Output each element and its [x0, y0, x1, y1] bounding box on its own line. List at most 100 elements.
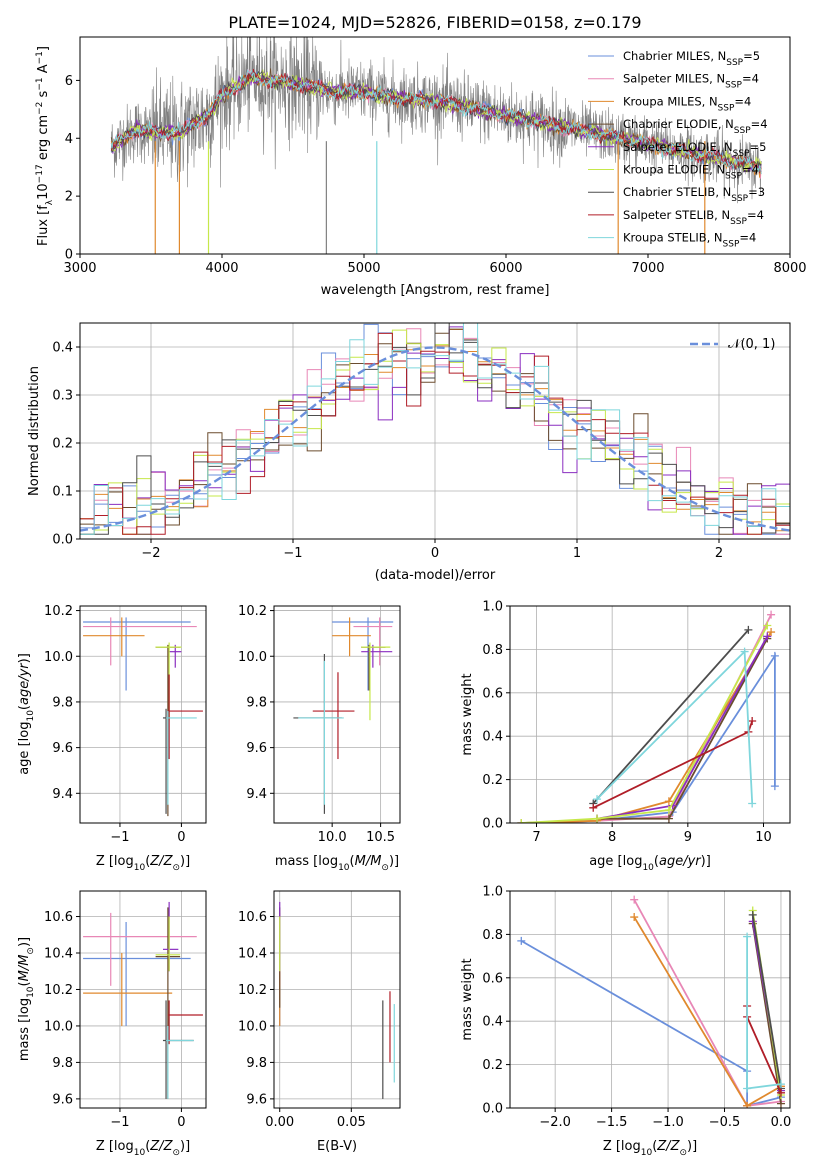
- y-tick-label: 0.8: [482, 643, 503, 658]
- mass-weight-marker: [767, 628, 776, 637]
- x-tick-label: 3000: [63, 261, 96, 276]
- panel-weight_vs_Z: −2.0 −1.5 −1.0 −0.5 0.0 0.0 0.2 0.4 0.6 0.8 1.0 Z […: [460, 885, 791, 1159]
- axes-frame: [79, 605, 207, 824]
- panel-mass_vs_Z: −1 0 9.6 9.8 10.0 10.2 10.4 10.6 Z [log10(Z/Z⊙)]…: [17, 890, 207, 1158]
- normal-curve: [80, 346, 790, 532]
- plot-area: [110, 37, 762, 254]
- y-axis-label: age [log10(age/yr)]: [17, 653, 36, 775]
- x-tick-label: 5000: [347, 261, 380, 276]
- x-axis-label: wavelength [Angstrom, rest frame]: [321, 283, 550, 298]
- x-tick-label: 8000: [773, 261, 806, 276]
- y-tick-label: 10.0: [238, 650, 267, 665]
- x-tick-label: −1.5: [596, 1115, 628, 1130]
- mass-weight-marker: [770, 782, 779, 791]
- mass-weight-marker: [589, 803, 598, 812]
- legend-label: Kroupa ELODIE, NSSP=4: [623, 163, 759, 182]
- y-tick-label: 9.6: [246, 1092, 267, 1107]
- panel-age_vs_mass: 10.0 10.5 9.4 9.6 9.8 10.0 10.2 mass [log10(M/M…: [238, 604, 401, 873]
- x-tick-label: 10: [755, 830, 772, 845]
- y-axis-label: mass [log10(M/M⊙)]: [17, 937, 36, 1061]
- mass-weight-marker: [748, 910, 757, 919]
- axes-frame: [273, 890, 401, 1109]
- y-tick-label: 9.8: [52, 695, 73, 710]
- y-tick-label: 10.2: [44, 983, 73, 998]
- panel-age_vs_Z: −1 0 9.4 9.6 9.8 10.0 10.2 Z [log10(Z/Z⊙)] age […: [17, 604, 207, 873]
- mass-weight-marker: [630, 895, 639, 904]
- x-axis-label: Z [log10(Z/Z⊙)]: [96, 854, 190, 873]
- legend-label: Chabrier MILES, NSSP=5: [623, 49, 760, 68]
- x-tick-label: 0.0: [771, 1115, 792, 1130]
- plot-area: [83, 901, 203, 1099]
- y-tick-label: 10.2: [238, 604, 267, 619]
- mass-weight-marker: [776, 1080, 785, 1089]
- x-axis-label: E(B-V): [317, 1139, 357, 1154]
- mass-weight-marker: [770, 651, 779, 660]
- y-tick-label: 0.4: [52, 341, 73, 356]
- y-tick-label: 0.4: [482, 730, 503, 745]
- axes-frame: [79, 890, 207, 1109]
- mass-weight-marker: [763, 621, 772, 630]
- y-tick-label: 10.0: [238, 1019, 267, 1034]
- mass-weight-marker: [743, 1101, 752, 1108]
- y-tick-label: 9.4: [52, 787, 73, 802]
- y-tick-label: 10.4: [238, 947, 267, 962]
- axes-frame: [79, 36, 791, 255]
- x-tick-label: 0: [177, 1115, 185, 1130]
- panel-weight_vs_age: 7 8 9 10 0.0 0.2 0.4 0.6 0.8 1.0 age [log10(age/yr…: [460, 600, 791, 873]
- x-tick-label: 2: [715, 546, 723, 561]
- mass-weight-marker: [740, 647, 749, 656]
- x-tick-label: 4000: [205, 261, 238, 276]
- residual-histogram: [80, 332, 790, 535]
- mass-weight-marker: [743, 932, 752, 941]
- x-tick-label: 0.05: [337, 1115, 366, 1130]
- x-tick-label: 0.00: [265, 1115, 294, 1130]
- y-tick-label: 10.4: [44, 947, 73, 962]
- mass-weight-marker: [748, 799, 757, 808]
- y-tick-label: 10.6: [44, 910, 73, 925]
- mass-weight-marker: [767, 610, 776, 619]
- x-tick-label: 8: [608, 830, 616, 845]
- x-tick-label: −1: [110, 1115, 129, 1130]
- x-tick-label: −0.5: [709, 1115, 741, 1130]
- figure-title: PLATE=1024, MJD=52826, FIBERID=0158, z=0…: [228, 13, 641, 32]
- mass-weight-marker: [630, 913, 639, 922]
- y-axis-label: Normed distribution: [27, 366, 42, 496]
- mass-weight-marker: [744, 625, 753, 634]
- plot-area: [517, 895, 785, 1108]
- y-axis-label: mass weight: [460, 958, 475, 1040]
- x-tick-label: −1: [283, 546, 302, 561]
- legend-label: Kroupa MILES, NSSP=4: [623, 94, 751, 113]
- mass-weight-marker: [593, 814, 602, 823]
- mass-weight-line: [751, 914, 782, 1089]
- x-axis-label: age [log10(age/yr)]: [589, 854, 711, 873]
- y-tick-label: 1.0: [482, 885, 503, 900]
- legend-label: Chabrier STELIB, NSSP=3: [623, 185, 765, 204]
- x-tick-label: −1: [110, 830, 129, 845]
- mass-weight-line: [633, 916, 782, 1108]
- x-axis-label: Z [log10(Z/Z⊙)]: [603, 1139, 697, 1158]
- mass-weight-marker: [743, 1084, 752, 1093]
- residual-histogram: [80, 323, 790, 535]
- y-tick-label: 10.0: [44, 1019, 73, 1034]
- y-tick-label: 9.8: [246, 695, 267, 710]
- y-tick-label: 0.1: [52, 485, 73, 500]
- y-tick-label: 10.6: [238, 910, 267, 925]
- y-tick-label: 4: [65, 132, 73, 147]
- axes-frame: [273, 605, 401, 824]
- mass-weight-line: [633, 899, 782, 1107]
- x-tick-label: 0: [177, 830, 185, 845]
- x-tick-label: 6000: [489, 261, 522, 276]
- y-tick-label: 1.0: [482, 600, 503, 615]
- legend-label: Salpeter ELODIE, NSSP=5: [623, 140, 766, 159]
- y-tick-label: 0.0: [482, 817, 503, 832]
- y-tick-label: 9.6: [246, 741, 267, 756]
- y-tick-label: 2: [65, 190, 73, 205]
- mass-weight-line: [521, 625, 769, 823]
- model-spectrum-line: [110, 68, 762, 175]
- mass-weight-marker: [748, 717, 757, 726]
- y-tick-label: 9.4: [246, 787, 267, 802]
- y-tick-label: 0.0: [52, 533, 73, 548]
- model-spectrum-line: [111, 71, 762, 173]
- y-tick-label: 10.2: [238, 983, 267, 998]
